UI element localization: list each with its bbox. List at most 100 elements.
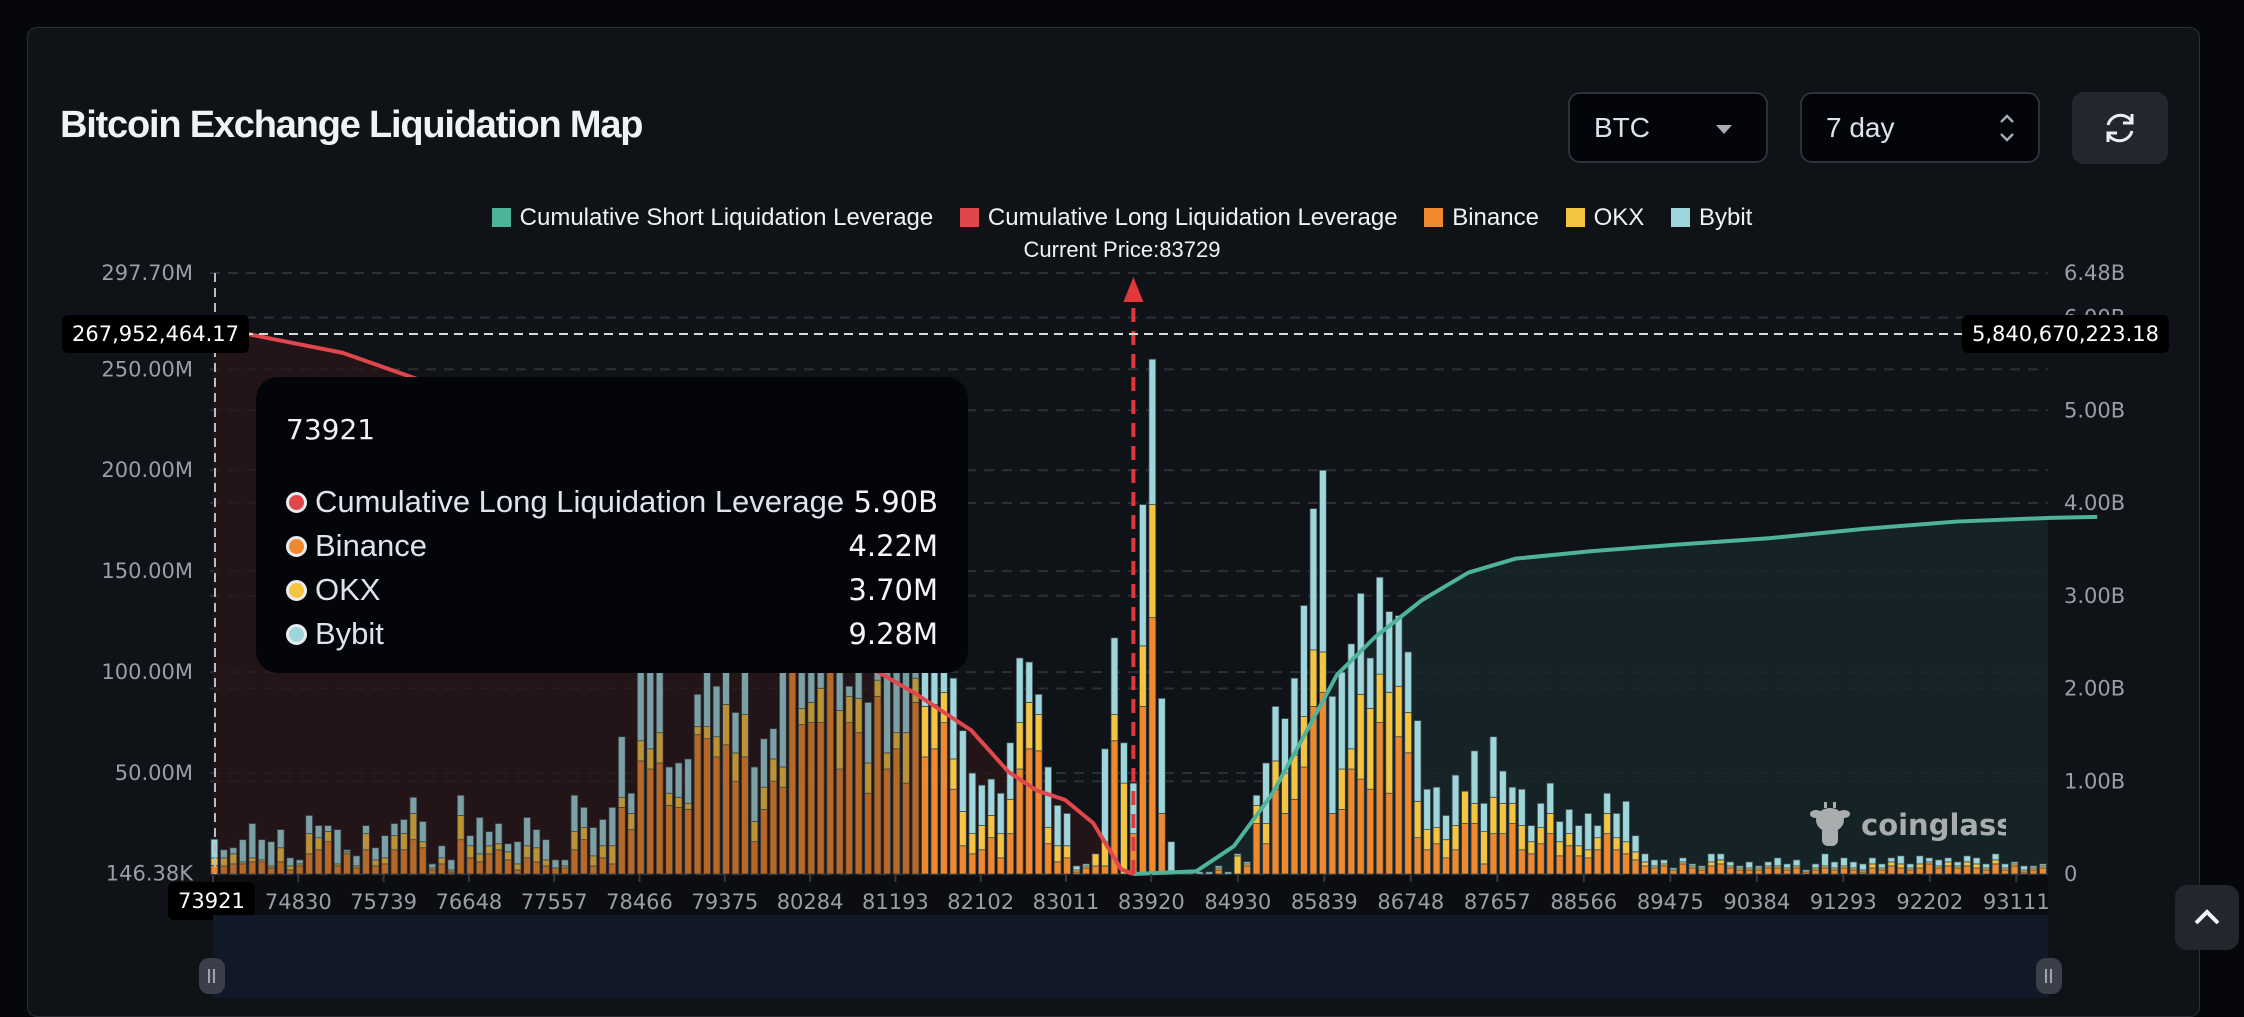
bar-segment-bybit bbox=[1726, 861, 1735, 867]
bar-segment-okx bbox=[1470, 802, 1479, 824]
legend-item-short[interactable]: Cumulative Short Liquidation Leverage bbox=[491, 204, 933, 232]
bar-segment-binance bbox=[1603, 833, 1611, 875]
slider-right-handle[interactable] bbox=[2036, 958, 2062, 994]
x-tick-label: 88566 bbox=[1550, 890, 1617, 914]
bar-segment-bybit bbox=[1650, 859, 1659, 867]
bar-segment-binance bbox=[599, 857, 607, 875]
bar-segment-bybit bbox=[1982, 863, 1990, 869]
bar-segment-binance bbox=[1622, 853, 1630, 875]
bar-segment-bybit bbox=[1338, 671, 1346, 770]
bar-segment-okx bbox=[1025, 702, 1034, 750]
bar-segment-binance bbox=[381, 863, 389, 875]
bar-segment-bybit bbox=[1015, 657, 1024, 723]
bar-segment-binance bbox=[769, 780, 778, 875]
bar-segment-bybit bbox=[1783, 863, 1791, 869]
slider-left-handle[interactable] bbox=[199, 958, 225, 994]
bar-segment-binance bbox=[674, 806, 683, 875]
legend-item-long[interactable]: Cumulative Long Liquidation Leverage bbox=[959, 204, 1398, 232]
bar-segment-bybit bbox=[1754, 865, 1763, 869]
bar-segment-okx bbox=[1574, 845, 1583, 857]
bar-segment-okx bbox=[1546, 813, 1555, 835]
bar-segment-okx bbox=[769, 758, 778, 782]
bar-segment-binance bbox=[2010, 865, 2019, 875]
coin-select[interactable]: BTC bbox=[1568, 92, 1768, 163]
y-left-tick-label: 50.00M bbox=[115, 761, 193, 785]
bar-segment-bybit bbox=[693, 693, 702, 728]
bar-segment-bybit bbox=[390, 823, 399, 837]
tooltip-row-label: Bybit bbox=[315, 616, 384, 651]
bar-segment-bybit bbox=[1792, 859, 1801, 867]
bar-segment-binance bbox=[239, 863, 247, 875]
bar-segment-okx bbox=[532, 847, 541, 863]
bar-segment-okx bbox=[1518, 825, 1526, 851]
bar-segment-binance bbox=[987, 837, 996, 875]
bar-segment-bybit bbox=[1963, 855, 1971, 863]
bar-segment-binance bbox=[693, 734, 702, 875]
bar-segment-binance bbox=[1915, 867, 1924, 875]
legend-item-bybit[interactable]: Bybit bbox=[1670, 204, 1753, 232]
data-zoom-slider[interactable] bbox=[213, 915, 2048, 998]
range-select[interactable]: 7 day bbox=[1800, 92, 2040, 163]
bar-segment-bybit bbox=[504, 843, 512, 853]
bar-segment-binance bbox=[1840, 867, 1848, 875]
bar-segment-okx bbox=[1148, 504, 1157, 619]
bar-segment-bybit bbox=[1669, 867, 1678, 871]
bar-segment-okx bbox=[1499, 802, 1507, 835]
bar-segment-okx bbox=[456, 815, 465, 841]
bar-segment-binance bbox=[1243, 865, 1251, 875]
bar-segment-bybit bbox=[968, 772, 977, 835]
bar-segment-okx bbox=[599, 845, 607, 859]
bar-segment-binance bbox=[646, 768, 655, 875]
bar-segment-binance bbox=[1726, 867, 1735, 875]
bar-segment-binance bbox=[456, 839, 465, 875]
bar-segment-okx bbox=[1091, 853, 1100, 867]
bar-segment-binance bbox=[1328, 813, 1337, 875]
legend-label: Bybit bbox=[1698, 204, 1753, 231]
legend-item-binance[interactable]: Binance bbox=[1424, 204, 1539, 232]
bar-segment-bybit bbox=[494, 823, 503, 845]
bar-segment-binance bbox=[1717, 863, 1725, 875]
bar-segment-bybit bbox=[276, 829, 285, 849]
bar-segment-okx bbox=[494, 843, 503, 851]
x-tick-label: 85839 bbox=[1291, 890, 1358, 914]
bar-segment-okx bbox=[314, 837, 323, 851]
bar-segment-binance bbox=[1612, 849, 1621, 875]
bar-segment-okx bbox=[807, 702, 816, 723]
bar-segment-binance bbox=[1972, 867, 1981, 875]
bar-segment-binance bbox=[362, 849, 370, 875]
bar-segment-binance bbox=[1679, 863, 1687, 875]
bar-segment-bybit bbox=[1574, 825, 1583, 847]
bar-segment-binance bbox=[902, 782, 910, 875]
bar-segment-okx bbox=[229, 853, 238, 865]
bar-segment-okx bbox=[798, 708, 806, 726]
bar-segment-binance bbox=[1366, 788, 1375, 875]
bar-segment-bybit bbox=[1404, 651, 1412, 713]
bar-segment-okx bbox=[1423, 829, 1431, 851]
bar-segment-binance bbox=[949, 788, 958, 875]
bar-segment-bybit bbox=[1205, 871, 1214, 875]
bar-segment-bybit bbox=[1603, 792, 1611, 814]
bar-segment-okx bbox=[1593, 837, 1602, 851]
bar-segment-binance bbox=[314, 849, 323, 875]
bar-segment-okx bbox=[1603, 813, 1611, 835]
scroll-top-button[interactable] bbox=[2175, 885, 2239, 950]
legend-item-okx[interactable]: OKX bbox=[1565, 204, 1644, 232]
bar-segment-bybit bbox=[257, 839, 266, 861]
bar-segment-bybit bbox=[362, 825, 370, 835]
bar-segment-bybit bbox=[1044, 766, 1052, 828]
bar-segment-binance bbox=[1925, 863, 1934, 875]
bar-segment-bybit bbox=[959, 730, 967, 812]
bar-segment-binance bbox=[1555, 855, 1564, 875]
bar-segment-bybit bbox=[1641, 853, 1649, 863]
coin-select-value: BTC bbox=[1594, 112, 1650, 143]
bar-segment-okx bbox=[466, 845, 475, 859]
bar-segment-binance bbox=[324, 841, 332, 875]
bar-segment-bybit bbox=[1546, 782, 1555, 814]
bar-segment-okx bbox=[1897, 863, 1905, 869]
bar-segment-binance bbox=[1688, 867, 1697, 875]
refresh-button[interactable] bbox=[2072, 92, 2168, 164]
bar-segment-binance bbox=[1593, 849, 1602, 875]
bar-segment-bybit bbox=[1878, 863, 1886, 869]
chart-tooltip: 73921 Cumulative Long Liquidation Levera… bbox=[256, 377, 968, 673]
